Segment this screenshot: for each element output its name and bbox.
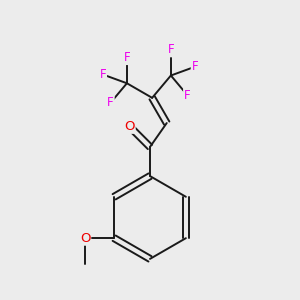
Text: O: O — [80, 232, 90, 245]
Text: F: F — [184, 89, 191, 102]
Text: F: F — [192, 60, 198, 73]
Text: F: F — [168, 44, 174, 56]
Text: F: F — [124, 51, 130, 64]
Text: F: F — [107, 96, 114, 110]
Text: O: O — [124, 120, 135, 133]
Text: F: F — [100, 68, 106, 81]
